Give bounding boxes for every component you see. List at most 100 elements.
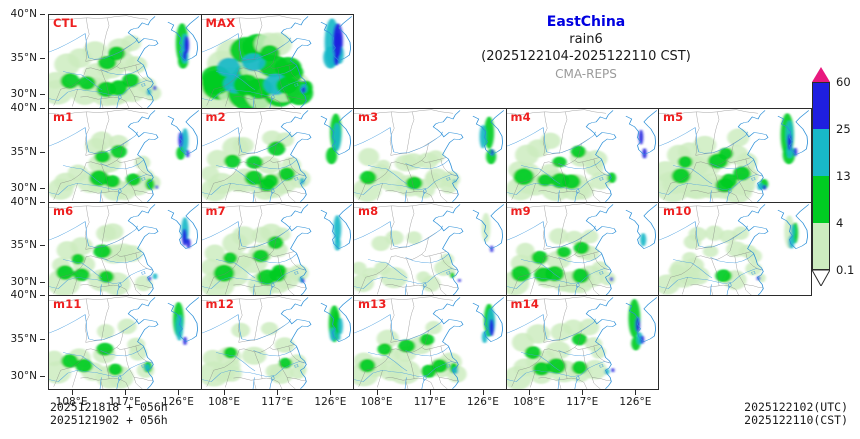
y-axis-tick-mark xyxy=(40,151,45,153)
x-axis-tick-label: 126°E xyxy=(161,396,194,409)
y-axis-tick-mark xyxy=(40,14,45,15)
x-axis-tick-mark xyxy=(635,390,637,396)
colorbar-top-arrow xyxy=(812,67,830,82)
colorbar-tick-label: 13 xyxy=(836,169,851,183)
map-panel-m12[interactable]: m12 xyxy=(200,295,354,391)
map-panel-m2[interactable]: m2 xyxy=(200,107,354,203)
panel-label: m12 xyxy=(205,297,235,312)
map-canvas xyxy=(49,296,201,390)
map-canvas xyxy=(506,296,659,390)
x-axis-tick-label: 126°E xyxy=(466,396,499,409)
colorbar-band xyxy=(812,176,830,223)
map-panel-m5[interactable]: m5 xyxy=(658,107,812,203)
panel-label: CTL xyxy=(53,16,78,30)
x-axis-tick-label: 108°E xyxy=(513,396,546,409)
map-panel-m11[interactable]: m11 xyxy=(48,295,202,391)
colorbar-tick-label: 60 xyxy=(836,75,851,89)
map-panel-m13[interactable]: m13 xyxy=(353,295,507,391)
y-axis-tick-mark xyxy=(40,375,45,377)
map-canvas xyxy=(354,296,506,390)
y-axis-tick-label: 40°N xyxy=(10,289,37,302)
x-axis-tick-mark xyxy=(224,390,226,396)
map-panel-m3[interactable]: m3 xyxy=(353,107,507,203)
x-axis-tick-mark xyxy=(277,390,279,396)
time-range-title: (2025122104-2025122110 CST) xyxy=(481,49,691,64)
y-axis-tick-label: 30°N xyxy=(10,369,37,382)
footer-left-line2: 2025121902 + 056h xyxy=(50,413,168,427)
y-axis-tick-label: 35°N xyxy=(10,239,37,252)
x-axis-tick-mark xyxy=(71,390,73,396)
x-axis-tick-label: 117°E xyxy=(261,396,294,409)
colorbar-band xyxy=(812,223,830,270)
y-axis-tick-mark xyxy=(40,107,45,109)
panel-label: m14 xyxy=(510,297,540,312)
x-axis-tick-mark xyxy=(429,390,431,396)
footer-left: 2025121818 + 056h 2025121902 + 056h xyxy=(50,401,168,427)
colorbar-tick-label: 4 xyxy=(836,216,844,230)
footer-right: 2025122102(UTC) 2025122110(CST) xyxy=(744,401,848,427)
colorbar-band xyxy=(812,82,830,129)
x-axis-tick-label: 117°E xyxy=(108,396,141,409)
y-axis-tick-label: 35°N xyxy=(10,333,37,346)
variable-title: rain6 xyxy=(569,32,603,47)
footer-right-line2: 2025122110(CST) xyxy=(744,413,848,427)
panel-label: m2 xyxy=(205,109,226,124)
y-axis-tick-label: 30°N xyxy=(10,182,37,194)
map-canvas xyxy=(354,109,506,202)
y-axis-tick-label: 40°N xyxy=(10,8,37,20)
footer-right-line1: 2025122102(UTC) xyxy=(744,400,848,414)
map-panel-m7[interactable]: m7 xyxy=(200,201,354,297)
map-panel-m1[interactable]: m1 xyxy=(48,107,202,203)
y-axis-tick-mark xyxy=(40,245,45,247)
x-axis-tick-label: 108°E xyxy=(55,396,88,409)
map-canvas xyxy=(659,109,811,202)
y-axis-tick-mark xyxy=(40,94,45,96)
panel-label: m8 xyxy=(358,203,379,218)
map-canvas xyxy=(49,15,201,108)
y-axis-tick-label: 40°N xyxy=(10,195,37,208)
map-canvas xyxy=(201,203,354,296)
map-panel-ctl[interactable]: CTL xyxy=(48,14,202,109)
x-axis-tick-mark xyxy=(482,390,484,396)
y-axis-tick-mark xyxy=(40,57,45,59)
panel-label: m6 xyxy=(53,203,74,218)
map-canvas xyxy=(201,15,354,108)
x-axis-tick-label: 126°E xyxy=(314,396,347,409)
x-axis-tick-mark xyxy=(529,390,531,396)
panel-label: m9 xyxy=(510,203,531,218)
region-title: EastChina xyxy=(546,14,626,30)
map-canvas xyxy=(506,109,659,202)
map-panel-m4[interactable]: m4 xyxy=(505,107,659,203)
map-panel-m8[interactable]: m8 xyxy=(353,201,507,297)
map-panel-m14[interactable]: m14 xyxy=(505,295,659,391)
x-axis-tick-mark xyxy=(582,390,584,396)
x-axis-tick-mark xyxy=(124,390,126,396)
y-axis-tick-label: 30°N xyxy=(10,88,37,101)
map-canvas xyxy=(201,109,354,202)
map-panel-m6[interactable]: m6 xyxy=(48,201,202,297)
colorbar-tick-label: 0.1 xyxy=(836,263,855,277)
panel-label: m1 xyxy=(53,109,74,124)
map-panel-m10[interactable]: m10 xyxy=(658,201,812,297)
x-axis-tick-label: 126°E xyxy=(619,396,652,409)
footer-left-line1: 2025121818 + 056h xyxy=(50,400,168,414)
map-panel-max[interactable]: MAX xyxy=(200,14,354,109)
y-axis-tick-label: 40°N xyxy=(10,101,37,114)
x-axis-tick-mark xyxy=(376,390,378,396)
y-axis-tick-label: 35°N xyxy=(10,145,37,158)
y-axis-tick-mark xyxy=(40,339,45,341)
y-axis-tick-mark xyxy=(40,201,45,203)
panel-label: m13 xyxy=(358,297,387,312)
map-canvas xyxy=(49,109,201,202)
map-canvas xyxy=(506,203,659,296)
panel-label: m5 xyxy=(663,109,684,124)
y-axis-tick-label: 30°N xyxy=(10,275,37,288)
x-axis-tick-label: 108°E xyxy=(208,396,241,409)
panel-label: m3 xyxy=(358,109,379,124)
y-axis: 40°N 35°N 30°N 40°N 35°N 30°N 40°N 35°N 30°N 40°N… xyxy=(0,0,45,439)
panel-label: m7 xyxy=(205,203,226,218)
map-panel-m9[interactable]: m9 xyxy=(505,201,659,297)
colorbar-bands xyxy=(812,82,830,270)
y-axis-tick-label: 35°N xyxy=(10,51,37,64)
